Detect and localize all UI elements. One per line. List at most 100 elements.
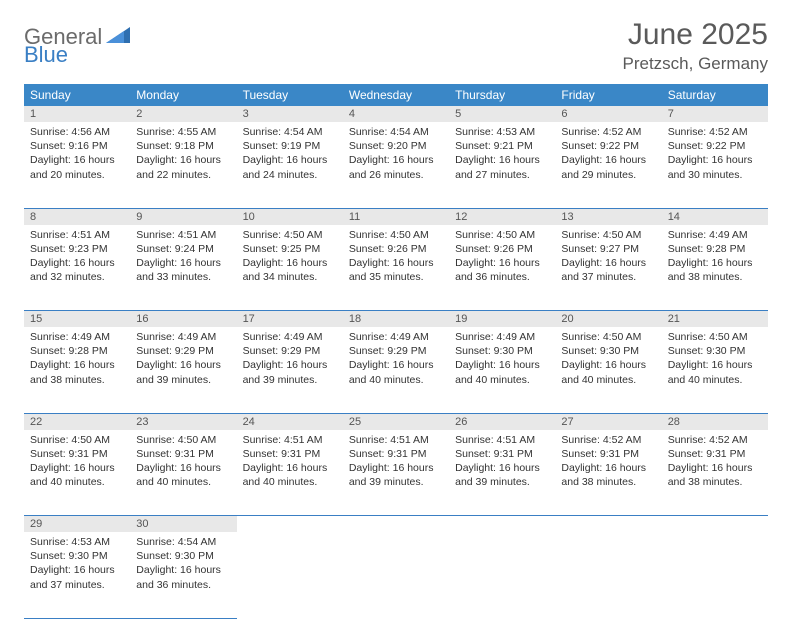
day-number-cell: 24 <box>237 413 343 430</box>
day-cell-body: Sunrise: 4:51 AMSunset: 9:31 PMDaylight:… <box>449 430 555 494</box>
sunset-line: Sunset: 9:30 PM <box>30 549 124 563</box>
day-cell: Sunrise: 4:51 AMSunset: 9:31 PMDaylight:… <box>343 430 449 516</box>
daylight-line: Daylight: 16 hours and 22 minutes. <box>136 153 230 181</box>
day-cell: Sunrise: 4:54 AMSunset: 9:30 PMDaylight:… <box>130 532 236 618</box>
day-number-row: 891011121314 <box>24 208 768 225</box>
day-body-row: Sunrise: 4:49 AMSunset: 9:28 PMDaylight:… <box>24 327 768 413</box>
day-cell: Sunrise: 4:50 AMSunset: 9:26 PMDaylight:… <box>449 225 555 311</box>
day-cell-body: Sunrise: 4:49 AMSunset: 9:29 PMDaylight:… <box>237 327 343 391</box>
daylight-line: Daylight: 16 hours and 40 minutes. <box>668 358 762 386</box>
day-cell-body: Sunrise: 4:56 AMSunset: 9:16 PMDaylight:… <box>24 122 130 186</box>
day-cell: Sunrise: 4:50 AMSunset: 9:26 PMDaylight:… <box>343 225 449 311</box>
sunrise-line: Sunrise: 4:52 AM <box>561 125 655 139</box>
daylight-line: Daylight: 16 hours and 20 minutes. <box>30 153 124 181</box>
sunrise-line: Sunrise: 4:52 AM <box>668 125 762 139</box>
daylight-line: Daylight: 16 hours and 30 minutes. <box>668 153 762 181</box>
day-number-cell <box>343 516 449 533</box>
sunset-line: Sunset: 9:16 PM <box>30 139 124 153</box>
day-cell <box>343 532 449 618</box>
day-cell: Sunrise: 4:50 AMSunset: 9:30 PMDaylight:… <box>555 327 661 413</box>
day-number-cell: 16 <box>130 311 236 328</box>
calendar-body: 1234567Sunrise: 4:56 AMSunset: 9:16 PMDa… <box>24 106 768 618</box>
day-cell-body: Sunrise: 4:50 AMSunset: 9:30 PMDaylight:… <box>555 327 661 391</box>
weekday-header: Saturday <box>662 84 768 106</box>
day-cell: Sunrise: 4:49 AMSunset: 9:28 PMDaylight:… <box>662 225 768 311</box>
day-cell-body: Sunrise: 4:49 AMSunset: 9:28 PMDaylight:… <box>662 225 768 289</box>
daylight-line: Daylight: 16 hours and 38 minutes. <box>30 358 124 386</box>
sunrise-line: Sunrise: 4:54 AM <box>243 125 337 139</box>
daylight-line: Daylight: 16 hours and 36 minutes. <box>455 256 549 284</box>
sunset-line: Sunset: 9:27 PM <box>561 242 655 256</box>
weekday-header-row: Sunday Monday Tuesday Wednesday Thursday… <box>24 84 768 106</box>
sunset-line: Sunset: 9:19 PM <box>243 139 337 153</box>
daylight-line: Daylight: 16 hours and 24 minutes. <box>243 153 337 181</box>
sunrise-line: Sunrise: 4:49 AM <box>455 330 549 344</box>
daylight-line: Daylight: 16 hours and 40 minutes. <box>561 358 655 386</box>
day-number-cell: 10 <box>237 208 343 225</box>
sunset-line: Sunset: 9:28 PM <box>668 242 762 256</box>
day-number-cell: 13 <box>555 208 661 225</box>
daylight-line: Daylight: 16 hours and 27 minutes. <box>455 153 549 181</box>
day-number-cell: 30 <box>130 516 236 533</box>
day-cell <box>662 532 768 618</box>
daylight-line: Daylight: 16 hours and 26 minutes. <box>349 153 443 181</box>
calendar-table: Sunday Monday Tuesday Wednesday Thursday… <box>24 84 768 619</box>
day-cell: Sunrise: 4:54 AMSunset: 9:20 PMDaylight:… <box>343 122 449 208</box>
day-number-cell: 14 <box>662 208 768 225</box>
sunrise-line: Sunrise: 4:53 AM <box>455 125 549 139</box>
daylight-line: Daylight: 16 hours and 40 minutes. <box>455 358 549 386</box>
day-number-cell: 19 <box>449 311 555 328</box>
day-cell: Sunrise: 4:56 AMSunset: 9:16 PMDaylight:… <box>24 122 130 208</box>
daylight-line: Daylight: 16 hours and 38 minutes. <box>668 461 762 489</box>
day-cell-body: Sunrise: 4:50 AMSunset: 9:27 PMDaylight:… <box>555 225 661 289</box>
sunset-line: Sunset: 9:25 PM <box>243 242 337 256</box>
sunrise-line: Sunrise: 4:50 AM <box>561 228 655 242</box>
triangle-icon <box>106 25 132 50</box>
daylight-line: Daylight: 16 hours and 40 minutes. <box>30 461 124 489</box>
day-number-cell: 9 <box>130 208 236 225</box>
sunrise-line: Sunrise: 4:54 AM <box>349 125 443 139</box>
sunset-line: Sunset: 9:30 PM <box>455 344 549 358</box>
sunset-line: Sunset: 9:28 PM <box>30 344 124 358</box>
day-cell-body: Sunrise: 4:53 AMSunset: 9:30 PMDaylight:… <box>24 532 130 596</box>
sunset-line: Sunset: 9:31 PM <box>455 447 549 461</box>
weekday-header: Tuesday <box>237 84 343 106</box>
weekday-header: Thursday <box>449 84 555 106</box>
weekday-header: Sunday <box>24 84 130 106</box>
sunset-line: Sunset: 9:30 PM <box>136 549 230 563</box>
day-number-cell: 27 <box>555 413 661 430</box>
day-cell-body: Sunrise: 4:51 AMSunset: 9:31 PMDaylight:… <box>343 430 449 494</box>
day-number-cell: 21 <box>662 311 768 328</box>
day-cell: Sunrise: 4:52 AMSunset: 9:22 PMDaylight:… <box>555 122 661 208</box>
sunset-line: Sunset: 9:30 PM <box>668 344 762 358</box>
day-cell-body: Sunrise: 4:49 AMSunset: 9:29 PMDaylight:… <box>343 327 449 391</box>
day-cell-body: Sunrise: 4:51 AMSunset: 9:23 PMDaylight:… <box>24 225 130 289</box>
day-cell-body: Sunrise: 4:50 AMSunset: 9:30 PMDaylight:… <box>662 327 768 391</box>
day-number-cell <box>237 516 343 533</box>
day-cell-body: Sunrise: 4:54 AMSunset: 9:19 PMDaylight:… <box>237 122 343 186</box>
sunset-line: Sunset: 9:22 PM <box>668 139 762 153</box>
sunrise-line: Sunrise: 4:53 AM <box>30 535 124 549</box>
day-cell: Sunrise: 4:49 AMSunset: 9:30 PMDaylight:… <box>449 327 555 413</box>
day-cell-body: Sunrise: 4:52 AMSunset: 9:22 PMDaylight:… <box>555 122 661 186</box>
day-number-cell: 28 <box>662 413 768 430</box>
day-body-row: Sunrise: 4:53 AMSunset: 9:30 PMDaylight:… <box>24 532 768 618</box>
day-number-cell <box>555 516 661 533</box>
day-number-cell: 26 <box>449 413 555 430</box>
day-number-cell: 18 <box>343 311 449 328</box>
sunset-line: Sunset: 9:22 PM <box>561 139 655 153</box>
day-number-cell: 7 <box>662 106 768 122</box>
sunrise-line: Sunrise: 4:49 AM <box>136 330 230 344</box>
day-cell: Sunrise: 4:49 AMSunset: 9:29 PMDaylight:… <box>130 327 236 413</box>
sunrise-line: Sunrise: 4:50 AM <box>349 228 443 242</box>
day-cell: Sunrise: 4:50 AMSunset: 9:31 PMDaylight:… <box>24 430 130 516</box>
day-cell-body: Sunrise: 4:49 AMSunset: 9:28 PMDaylight:… <box>24 327 130 391</box>
daylight-line: Daylight: 16 hours and 39 minutes. <box>243 358 337 386</box>
day-cell: Sunrise: 4:52 AMSunset: 9:31 PMDaylight:… <box>662 430 768 516</box>
day-number-row: 22232425262728 <box>24 413 768 430</box>
day-number-cell: 6 <box>555 106 661 122</box>
day-cell: Sunrise: 4:49 AMSunset: 9:28 PMDaylight:… <box>24 327 130 413</box>
day-cell-body: Sunrise: 4:54 AMSunset: 9:30 PMDaylight:… <box>130 532 236 596</box>
daylight-line: Daylight: 16 hours and 36 minutes. <box>136 563 230 591</box>
day-body-row: Sunrise: 4:50 AMSunset: 9:31 PMDaylight:… <box>24 430 768 516</box>
